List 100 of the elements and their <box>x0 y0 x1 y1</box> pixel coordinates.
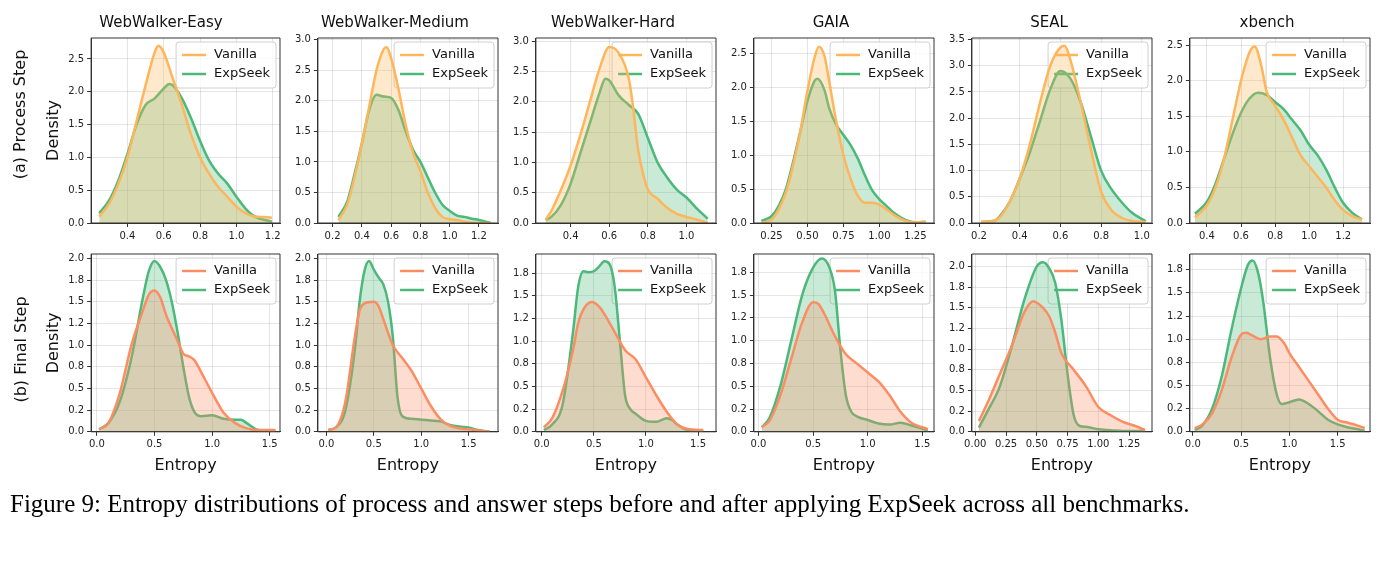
y-tick-label: 1.0 <box>949 164 965 176</box>
y-tick-label: 0.0 <box>731 216 747 228</box>
y-tick-label: 1.0 <box>295 338 311 350</box>
x-tick-label: 1.0 <box>1281 438 1298 450</box>
y-tick-label: 0.8 <box>949 363 965 375</box>
x-tick-label: 1.0 <box>638 438 654 450</box>
legend-label: Vanilla <box>432 262 475 278</box>
x-tick-label: 1.0 <box>228 229 245 241</box>
x-tick-label: 1.2 <box>1335 229 1352 241</box>
y-tick-label: 2.0 <box>68 85 85 97</box>
y-tick-label: 1.2 <box>1167 309 1183 321</box>
y-tick-label: 0.5 <box>731 379 747 391</box>
x-tick-label: 1.0 <box>678 229 695 241</box>
y-tick-label: 1.8 <box>949 280 965 292</box>
chart-title: SEAL <box>1030 12 1069 31</box>
x-tick-label: 1.00 <box>868 229 891 241</box>
y-tick-label: 0.5 <box>949 384 965 396</box>
y-tick-label: 0.8 <box>68 360 85 372</box>
y-tick-label: 3.0 <box>295 33 311 45</box>
y-tick-label: 2.0 <box>731 81 747 93</box>
x-tick-label: 0.6 <box>1052 229 1069 241</box>
x-tick-label: 0.5 <box>365 438 382 450</box>
y-tick-label: 1.0 <box>295 155 311 167</box>
y-tick-label: 2.0 <box>68 251 85 263</box>
y-tick-label: 1.2 <box>513 312 529 323</box>
y-tick-label: 0.0 <box>295 425 311 437</box>
x-tick-label: 1.2 <box>264 229 281 241</box>
x-tick-label: 1.5 <box>914 438 931 450</box>
y-tick-label: 1.2 <box>295 316 311 328</box>
y-tick-label: 2.0 <box>949 111 965 123</box>
y-tick-label: 1.8 <box>68 273 85 285</box>
y-tick-label: 2.5 <box>949 85 965 97</box>
legend-label: ExpSeek <box>432 65 489 81</box>
y-tick-label: 1.0 <box>68 150 85 162</box>
legend-label: Vanilla <box>1304 46 1347 62</box>
y-tick-label: 0.8 <box>295 360 311 372</box>
y-tick-label: 1.5 <box>731 288 747 300</box>
x-axis-title: Entropy <box>1030 454 1094 474</box>
y-tick-label: 1.8 <box>513 266 529 278</box>
y-tick-label: 0.8 <box>731 357 747 369</box>
x-tick-label: 0.25 <box>760 229 783 241</box>
x-tick-label: 0.8 <box>639 229 656 241</box>
y-tick-label: 0.5 <box>1167 379 1183 391</box>
legend-label: Vanilla <box>432 46 475 62</box>
y-tick-label: 1.5 <box>731 114 747 126</box>
legend-label: Vanilla <box>868 46 911 62</box>
x-tick-label: 1.5 <box>261 438 278 450</box>
x-tick-label: 0.0 <box>750 438 767 450</box>
x-tick-label: 1.25 <box>904 229 927 241</box>
x-tick-label: 0.0 <box>533 438 550 450</box>
y-tick-label: 0.5 <box>68 183 85 195</box>
y-tick-label: 0.8 <box>1167 355 1183 367</box>
x-tick-label: 0.8 <box>412 229 429 241</box>
legend-label: Vanilla <box>214 262 257 278</box>
x-tick-label: 1.5 <box>690 438 707 450</box>
x-tick-label: 1.0 <box>1133 229 1150 241</box>
y-tick-label: 3.5 <box>949 33 965 45</box>
y-tick-label: 0.5 <box>731 182 747 194</box>
legend-label: Vanilla <box>1086 262 1129 278</box>
y-tick-label: 1.0 <box>68 338 85 350</box>
y-tick-label: 0.2 <box>949 404 965 416</box>
x-tick-label: 0.0 <box>318 438 335 450</box>
legend-label: ExpSeek <box>432 281 489 297</box>
y-tick-label: 1.8 <box>731 265 747 277</box>
y-tick-label: 1.5 <box>295 295 311 307</box>
y-tick-label: 1.0 <box>949 342 965 354</box>
y-tick-label: 0.2 <box>731 402 747 414</box>
legend-label: ExpSeek <box>868 281 925 297</box>
legend-label: ExpSeek <box>1086 65 1143 81</box>
chart-title: GAIA <box>812 12 851 31</box>
y-tick-label: 1.5 <box>68 118 85 130</box>
y-tick-label: 1.0 <box>513 334 529 346</box>
y-tick-label: 0.0 <box>949 425 965 437</box>
y-tick-label: 1.5 <box>295 125 311 137</box>
y-axis-title: Density <box>42 312 62 374</box>
y-tick-label: 0.0 <box>68 425 85 437</box>
y-tick-label: 3.0 <box>513 34 529 46</box>
x-tick-label: 1.0 <box>859 438 876 450</box>
y-tick-label: 2.0 <box>295 251 311 263</box>
legend-label: ExpSeek <box>1304 281 1361 297</box>
y-tick-label: 1.0 <box>1167 332 1183 344</box>
y-tick-label: 2.5 <box>68 52 85 64</box>
x-tick-label: 1.2 <box>471 229 487 241</box>
y-tick-label: 0.0 <box>513 216 529 228</box>
y-tick-label: 2.0 <box>295 94 311 106</box>
chart-title: WebWalker-Easy <box>99 12 223 31</box>
caption: Figure 9: Entropy distributions of process and answer steps before and after applying ExpSeek across all benchmarks. <box>10 489 1191 519</box>
y-tick-label: 1.5 <box>949 137 965 149</box>
x-tick-label: 0.6 <box>601 229 618 241</box>
y-tick-label: 1.2 <box>949 322 965 334</box>
y-tick-label: 1.0 <box>731 334 747 346</box>
y-tick-label: 0.0 <box>295 216 311 228</box>
y-tick-label: 2.5 <box>513 64 529 76</box>
legend-label: ExpSeek <box>214 65 271 81</box>
x-tick-label: 0.2 <box>324 229 341 241</box>
x-tick-label: 0.75 <box>832 229 855 241</box>
x-tick-label: 0.5 <box>146 438 163 450</box>
chart-title: WebWalker-Medium <box>321 12 469 31</box>
y-tick-label: 0.5 <box>295 186 311 198</box>
x-axis-title: Entropy <box>376 454 440 474</box>
